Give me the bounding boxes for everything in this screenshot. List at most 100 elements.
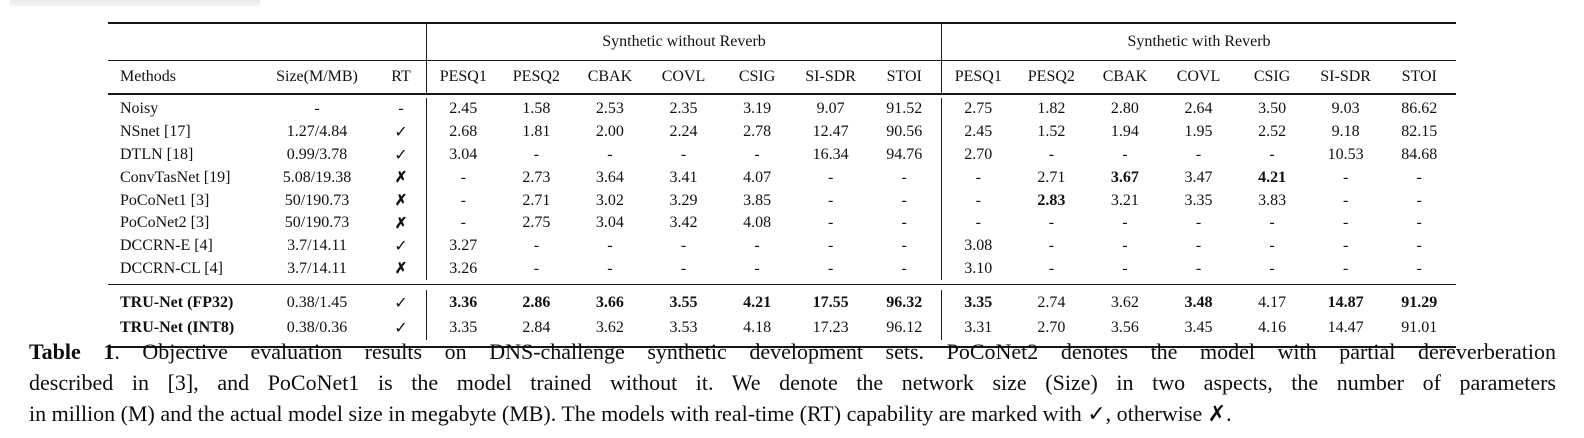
metric-cell: - (754, 259, 760, 277)
metric-cell: 3.35 (426, 315, 500, 341)
metric-cell: 2.45 (940, 120, 1015, 144)
metric-cell: - (901, 237, 907, 255)
table-row: DCCRN-CL [4] 3.7/14.11 ✗ 3.26 - - - - - - 3.10 - - - -… (108, 257, 1456, 281)
metric-cell: 17.23 (812, 318, 849, 336)
metric-cell: 1.81 (522, 123, 551, 141)
method-cell: DCCRN-E [4] (120, 237, 213, 255)
size-cell: 0.99/3.78 (286, 145, 348, 163)
col-header-cbak-r: CBAK (1102, 68, 1148, 85)
metric-cell: 4.21 (743, 293, 772, 311)
cross-icon: ✗ (394, 215, 408, 232)
cross-icon: ✗ (394, 170, 408, 187)
check-icon: ✓ (394, 238, 408, 256)
metric-cell: - (1269, 145, 1275, 163)
metric-cell: 2.78 (743, 123, 772, 141)
size-cell: 0.38/0.36 (286, 318, 348, 336)
table-row: TRU-Net (FP32) 0.38/1.45 ✓ 3.36 2.86 3.66 3.55… (108, 290, 1456, 316)
caption-line-1: Table 1. Objective evaluation results on… (29, 336, 1556, 367)
metric-cell: 1.58 (522, 100, 551, 118)
group-header-without-reverb: Synthetic without Reverb (426, 24, 941, 60)
col-header-rt: RT (391, 68, 411, 85)
size-cell: 5.08/19.38 (282, 168, 352, 186)
metric-cell: 3.08 (940, 234, 1015, 258)
metric-cell: - (1195, 259, 1202, 277)
table-row: Noisy - - 2.45 1.58 2.53 2.35 3.19 9.07 91.52 2.75… (108, 98, 1456, 121)
metric-cell: - (680, 259, 687, 277)
table-body: Noisy - - 2.45 1.58 2.53 2.35 3.19 9.07 91.52 2.75… (108, 95, 1456, 286)
metric-cell: 14.47 (1327, 318, 1364, 336)
col-header-pesq1-r: PESQ1 (940, 61, 1015, 93)
metric-cell: - (607, 145, 613, 163)
metric-cell: - (754, 145, 760, 163)
metric-cell: - (1122, 214, 1128, 232)
metric-cell: - (533, 145, 540, 163)
metric-cell: - (607, 237, 613, 255)
col-header-pesq1-l: PESQ1 (426, 61, 500, 93)
metric-cell: 3.36 (426, 290, 500, 316)
metric-cell: 3.56 (1110, 318, 1139, 336)
metric-cell: 4.08 (743, 214, 772, 232)
metric-cell: - (1342, 214, 1349, 232)
metric-cell: 3.55 (669, 293, 698, 311)
metric-cell: - (901, 214, 907, 232)
metric-cell: 91.29 (1401, 293, 1438, 311)
metric-cell: 3.62 (1110, 293, 1139, 311)
metric-cell: 12.47 (812, 123, 849, 141)
metric-cell: 3.85 (743, 191, 772, 209)
check-icon: ✓ (394, 146, 408, 164)
check-icon: ✓ (394, 319, 408, 337)
check-icon: ✓ (394, 124, 408, 142)
table-row: DCCRN-E [4] 3.7/14.11 ✓ 3.27 - - - - - - 3.08 - - - - -… (108, 234, 1456, 258)
size-cell: 50/190.73 (284, 191, 350, 209)
metric-cell: 3.10 (940, 257, 1015, 281)
metric-cell: 3.02 (595, 191, 624, 209)
metric-cell: 10.53 (1327, 145, 1364, 163)
metric-cell: - (1342, 191, 1349, 209)
metric-cell: 2.75 (940, 98, 1015, 121)
metric-cell: - (901, 259, 907, 277)
metric-cell: 2.45 (426, 98, 500, 121)
caption-line-2: described in [3], and PoCoNet1 is the mo… (29, 370, 1556, 395)
table-footer-body: TRU-Net (FP32) 0.38/1.45 ✓ 3.36 2.86 3.66 3.55… (108, 285, 1456, 349)
metric-cell: 2.80 (1110, 100, 1139, 118)
metric-cell: - (1195, 214, 1202, 232)
metric-cell: - (533, 237, 540, 255)
metric-cell: 2.68 (426, 120, 500, 144)
metric-cell: - (1195, 145, 1202, 163)
cropped-artifact (10, 0, 260, 7)
metric-cell: 1.82 (1037, 100, 1066, 118)
metric-cell: 3.29 (669, 191, 698, 209)
col-header-stoi-r: STOI (1401, 68, 1437, 85)
group-header-with-reverb: Synthetic with Reverb (941, 24, 1456, 60)
metric-cell: - (1416, 191, 1422, 209)
caption-line-3: in million (M) and the actual model size… (29, 401, 1232, 426)
metric-cell: - (426, 211, 500, 235)
metric-cell: - (1122, 145, 1128, 163)
metric-cell: - (940, 166, 1015, 190)
method-cell: DCCRN-CL [4] (120, 259, 223, 277)
metric-cell: 16.34 (812, 145, 849, 163)
metric-cell: 3.47 (1184, 168, 1213, 186)
metric-cell: - (426, 166, 500, 190)
metric-cell: 94.76 (886, 145, 923, 163)
col-header-sisdr-l: SI-SDR (805, 68, 856, 85)
caption-text-1: . Objective evaluation results on DNS-ch… (114, 339, 1556, 364)
metric-cell: 4.16 (1258, 318, 1287, 336)
metric-cell: - (1195, 237, 1202, 255)
metric-cell: 2.70 (1037, 318, 1066, 336)
metric-cell: 3.27 (426, 234, 500, 258)
metric-cell: - (1416, 237, 1422, 255)
metric-cell: 91.52 (886, 100, 923, 118)
metric-cell: - (1342, 237, 1349, 255)
metric-cell: - (1416, 168, 1422, 186)
group-header-spacer (108, 24, 426, 60)
col-header-sisdr-r: SI-SDR (1320, 68, 1371, 85)
metric-cell: - (680, 145, 687, 163)
metric-cell: - (940, 211, 1015, 235)
metric-cell: 3.62 (595, 318, 624, 336)
metric-cell: 3.50 (1258, 100, 1287, 118)
metric-cell: 96.12 (886, 318, 923, 336)
table-row: TRU-Net (INT8) 0.38/0.36 ✓ 3.35 2.84 3.62 3.53… (108, 315, 1456, 341)
metric-cell: - (827, 259, 834, 277)
metric-cell: 2.24 (669, 123, 698, 141)
